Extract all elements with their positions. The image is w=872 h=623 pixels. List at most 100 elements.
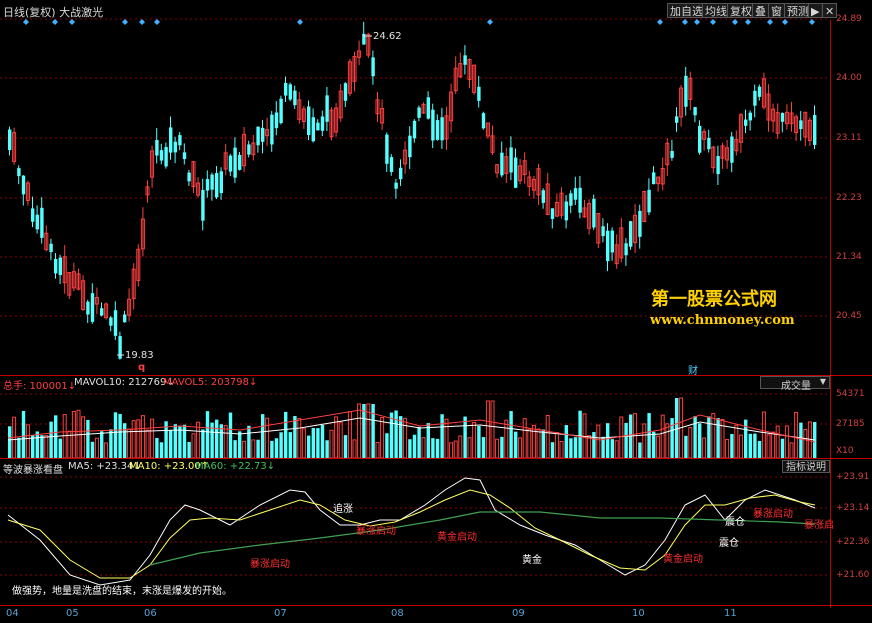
candle-body bbox=[169, 127, 173, 153]
candle-body bbox=[90, 293, 95, 322]
volume-bar bbox=[449, 442, 454, 459]
candle-body bbox=[514, 157, 518, 188]
volume-bar bbox=[399, 416, 403, 458]
candle-body bbox=[256, 126, 260, 146]
volume-bar bbox=[536, 428, 541, 459]
month-label: 11 bbox=[724, 608, 737, 619]
volume-bars bbox=[7, 397, 817, 459]
candle-body bbox=[347, 61, 352, 94]
candle-body bbox=[215, 173, 219, 198]
panel-divider-1 bbox=[0, 375, 872, 376]
osc-tick: +22.36 bbox=[836, 537, 870, 547]
volume-bar bbox=[274, 438, 279, 458]
event-diamond bbox=[487, 19, 493, 25]
mavol10-label: MAVOL10: 212769↓ bbox=[74, 377, 175, 388]
volume-bar bbox=[394, 410, 398, 458]
volume-bar bbox=[86, 419, 90, 458]
volume-bar bbox=[159, 442, 164, 458]
volume-bar bbox=[467, 437, 472, 459]
volume-bar bbox=[325, 440, 329, 458]
adjust-price-button[interactable]: 复权 bbox=[727, 3, 755, 18]
candle-body bbox=[610, 230, 614, 253]
volume-bar bbox=[702, 437, 707, 459]
volume-bar bbox=[606, 423, 610, 458]
candle-body bbox=[325, 95, 329, 122]
candle-body bbox=[210, 174, 214, 190]
indicator-selector[interactable]: 成交量 ▼ bbox=[760, 376, 830, 392]
candle-body bbox=[375, 99, 380, 115]
month-label: 08 bbox=[391, 608, 404, 619]
osc-annotation: 暴涨启 bbox=[804, 520, 834, 531]
volume-bar bbox=[509, 411, 513, 458]
volume-bar bbox=[610, 439, 614, 458]
candle-body bbox=[780, 112, 785, 122]
close-icon[interactable]: ✕ bbox=[822, 3, 838, 18]
indicator-help-button[interactable]: 指标说明 bbox=[782, 460, 830, 473]
candle-body bbox=[688, 77, 693, 100]
candle-body bbox=[140, 218, 145, 250]
candle-body bbox=[670, 151, 674, 158]
volume-bar bbox=[205, 411, 210, 458]
volume-bar bbox=[550, 442, 555, 458]
candle-body bbox=[12, 132, 17, 162]
volume-bar bbox=[251, 439, 256, 459]
volume-bar bbox=[17, 437, 21, 458]
candle-body bbox=[109, 317, 113, 326]
volume-bar bbox=[665, 423, 670, 459]
candle-body bbox=[238, 154, 242, 170]
candle-body bbox=[417, 107, 421, 118]
event-diamond bbox=[154, 19, 160, 25]
volume-bar bbox=[81, 416, 86, 459]
financial-report-marker[interactable]: 财 bbox=[688, 366, 698, 377]
volume-bar bbox=[169, 429, 173, 458]
candle-body bbox=[145, 186, 150, 196]
candle-body bbox=[81, 280, 86, 310]
osc-tick: +23.14 bbox=[836, 503, 870, 513]
event-diamond bbox=[694, 19, 700, 25]
candle-body bbox=[362, 33, 366, 45]
volume-bar bbox=[293, 416, 297, 458]
osc-ma10-line bbox=[7, 489, 816, 579]
volume-bar bbox=[463, 416, 467, 458]
osc-ma60-line bbox=[149, 511, 816, 566]
volume-bar bbox=[675, 398, 679, 458]
volume-bar bbox=[472, 422, 477, 459]
osc-annotation: 黄金启动 bbox=[663, 554, 703, 565]
candle-body bbox=[500, 152, 504, 176]
volume-bar bbox=[380, 417, 385, 459]
candle-body bbox=[504, 156, 509, 174]
osc-footer-text: 做强势，地量是洗盘的结束，末涨是爆发的开始。 bbox=[12, 586, 232, 597]
volume-bar bbox=[771, 431, 776, 459]
volume-bar bbox=[734, 424, 739, 459]
candle-body bbox=[123, 314, 127, 323]
event-diamond bbox=[297, 19, 303, 25]
volume-bar bbox=[58, 438, 62, 458]
candle-body bbox=[738, 114, 743, 143]
candle-body bbox=[182, 152, 187, 160]
volume-bar bbox=[375, 442, 380, 459]
add-watchlist-button[interactable]: 加自选 bbox=[667, 3, 706, 18]
volume-bar bbox=[118, 413, 122, 458]
candle-body bbox=[707, 137, 711, 150]
volume-tick: X10 bbox=[836, 446, 854, 456]
volume-bar bbox=[619, 416, 624, 459]
volume-bar bbox=[789, 442, 794, 459]
candle-body bbox=[463, 55, 467, 65]
volume-bar bbox=[578, 410, 582, 458]
volume-bar bbox=[573, 437, 578, 458]
candle-body bbox=[21, 175, 26, 195]
volume-bar bbox=[256, 439, 260, 458]
volume-bar bbox=[421, 437, 426, 459]
volume-bar bbox=[794, 411, 799, 459]
volume-bar bbox=[642, 423, 647, 459]
candle-body bbox=[660, 167, 665, 185]
price-tick: 20.45 bbox=[836, 311, 862, 321]
osc-title: 等波暴涨看盘 bbox=[3, 465, 63, 476]
candle-body bbox=[274, 112, 279, 129]
event-diamond bbox=[69, 19, 75, 25]
candle-body bbox=[734, 139, 739, 152]
volume-bar bbox=[803, 428, 808, 459]
volume-bar bbox=[481, 437, 486, 458]
osc-annotation: 黄金 bbox=[522, 555, 542, 566]
